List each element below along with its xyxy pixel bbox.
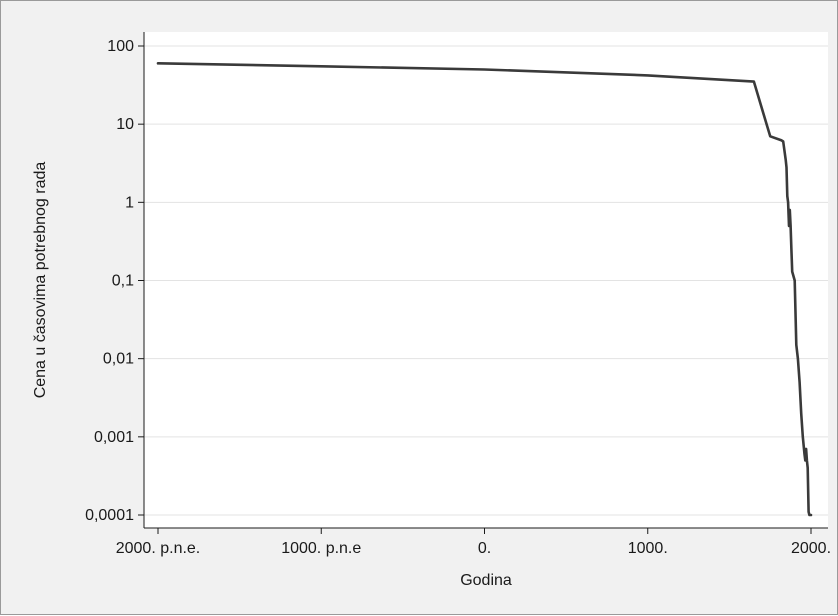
y-axis-title: Cena u časovima potrebnog rada bbox=[32, 162, 49, 399]
y-tick-label: 1 bbox=[125, 194, 134, 211]
x-tick-label: 1000. p.n.e bbox=[281, 540, 361, 557]
y-tick-label: 0,1 bbox=[112, 273, 134, 290]
x-axis-title: Godina bbox=[460, 572, 512, 589]
x-tick-label: 2000. bbox=[791, 540, 831, 557]
y-tick-label: 10 bbox=[116, 116, 134, 133]
y-tick-label: 0,0001 bbox=[85, 507, 134, 524]
x-tick-label: 2000. p.n.e. bbox=[116, 540, 201, 557]
y-tick-label: 0,01 bbox=[103, 351, 134, 368]
x-tick-label: 1000. bbox=[628, 540, 668, 557]
y-tick-label: 100 bbox=[107, 38, 134, 55]
x-tick-label: 0. bbox=[478, 540, 491, 557]
y-tick-label: 0,001 bbox=[94, 429, 134, 446]
series-line bbox=[156, 62, 813, 517]
